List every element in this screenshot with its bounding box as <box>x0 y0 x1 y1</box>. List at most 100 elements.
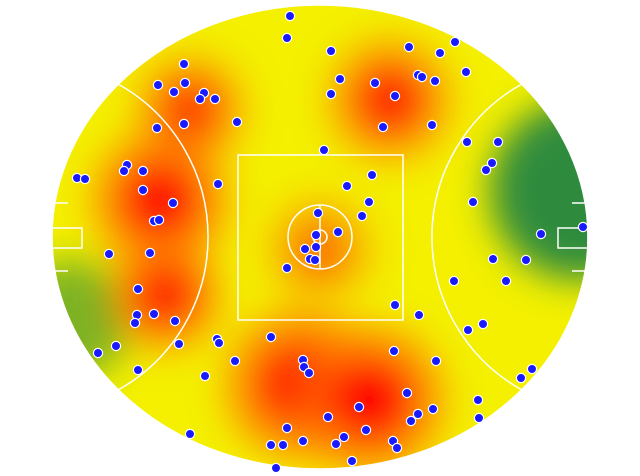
data-point-82 <box>430 355 442 367</box>
data-point-0 <box>284 10 296 22</box>
data-point-8 <box>179 77 191 89</box>
cold-region-0 <box>490 100 588 280</box>
data-point-67 <box>169 315 181 327</box>
data-point-41 <box>363 196 375 208</box>
data-point-53 <box>103 248 115 260</box>
data-point-99 <box>297 435 309 447</box>
data-point-56 <box>309 254 321 266</box>
data-point-52 <box>310 241 322 253</box>
data-point-3 <box>403 41 415 53</box>
data-point-66 <box>129 317 141 329</box>
centre-square <box>237 154 404 321</box>
data-point-5 <box>434 47 446 59</box>
data-point-70 <box>462 324 474 336</box>
data-point-1 <box>281 32 293 44</box>
data-point-95 <box>281 422 293 434</box>
data-point-90 <box>427 403 439 415</box>
data-point-62 <box>132 283 144 295</box>
data-point-16 <box>416 71 428 83</box>
data-point-19 <box>325 88 337 100</box>
data-point-2 <box>325 45 337 57</box>
data-point-101 <box>265 439 277 451</box>
data-point-76 <box>92 347 104 359</box>
data-point-60 <box>448 275 460 287</box>
heat-region-core-2 <box>158 78 222 142</box>
data-point-11 <box>194 93 206 105</box>
data-point-40 <box>167 197 179 209</box>
data-point-69 <box>477 318 489 330</box>
data-point-94 <box>473 412 485 424</box>
data-point-54 <box>144 247 156 259</box>
data-point-20 <box>389 90 401 102</box>
data-point-50 <box>310 229 322 241</box>
data-point-27 <box>492 136 504 148</box>
data-point-17 <box>429 75 441 87</box>
data-point-6 <box>178 58 190 70</box>
data-point-49 <box>577 221 589 233</box>
left-fifty-arc <box>117 83 209 391</box>
data-point-18 <box>460 66 472 78</box>
field-markings <box>51 4 589 470</box>
data-point-63 <box>389 299 401 311</box>
data-point-39 <box>341 180 353 192</box>
data-point-85 <box>526 363 538 375</box>
heat-region-core-5 <box>328 358 412 442</box>
data-point-88 <box>472 394 484 406</box>
data-point-106 <box>270 462 282 474</box>
data-point-21 <box>151 122 163 134</box>
right-fifty-arc <box>431 83 523 391</box>
data-point-44 <box>356 210 368 222</box>
data-point-87 <box>401 387 413 399</box>
data-point-31 <box>137 165 149 177</box>
data-point-43 <box>312 207 324 219</box>
data-point-48 <box>535 228 547 240</box>
data-point-104 <box>391 442 403 454</box>
data-point-42 <box>467 196 479 208</box>
data-point-35 <box>79 173 91 185</box>
data-point-59 <box>520 254 532 266</box>
data-points <box>71 10 589 474</box>
data-point-14 <box>369 77 381 89</box>
data-point-57 <box>281 262 293 274</box>
data-point-68 <box>413 309 425 321</box>
left-goal-square <box>51 227 83 249</box>
data-point-100 <box>330 438 342 450</box>
data-point-33 <box>480 164 492 176</box>
data-point-46 <box>153 214 165 226</box>
data-point-24 <box>377 121 389 133</box>
data-point-51 <box>299 243 311 255</box>
data-point-93 <box>322 411 334 423</box>
data-point-7 <box>152 79 164 91</box>
data-point-47 <box>332 226 344 238</box>
data-point-89 <box>353 401 365 413</box>
data-point-92 <box>405 415 417 427</box>
data-point-72 <box>213 337 225 349</box>
data-point-81 <box>303 367 315 379</box>
data-point-74 <box>173 338 185 350</box>
data-point-75 <box>110 340 122 352</box>
data-point-102 <box>277 439 289 451</box>
data-point-28 <box>318 144 330 156</box>
data-point-73 <box>265 331 277 343</box>
data-point-105 <box>346 455 358 467</box>
data-point-83 <box>132 364 144 376</box>
data-point-97 <box>338 431 350 443</box>
data-point-25 <box>426 119 438 131</box>
data-point-58 <box>487 253 499 265</box>
data-point-36 <box>366 169 378 181</box>
data-point-77 <box>388 345 400 357</box>
heat-region-core-0 <box>121 161 199 239</box>
data-point-32 <box>486 157 498 169</box>
data-point-30 <box>118 165 130 177</box>
data-point-26 <box>461 136 473 148</box>
data-point-61 <box>500 275 512 287</box>
data-point-84 <box>199 370 211 382</box>
data-point-86 <box>515 372 527 384</box>
heat-region-core-1 <box>133 263 197 327</box>
data-point-23 <box>231 116 243 128</box>
data-point-12 <box>209 93 221 105</box>
data-point-37 <box>137 184 149 196</box>
data-point-22 <box>178 118 190 130</box>
data-point-9 <box>168 86 180 98</box>
